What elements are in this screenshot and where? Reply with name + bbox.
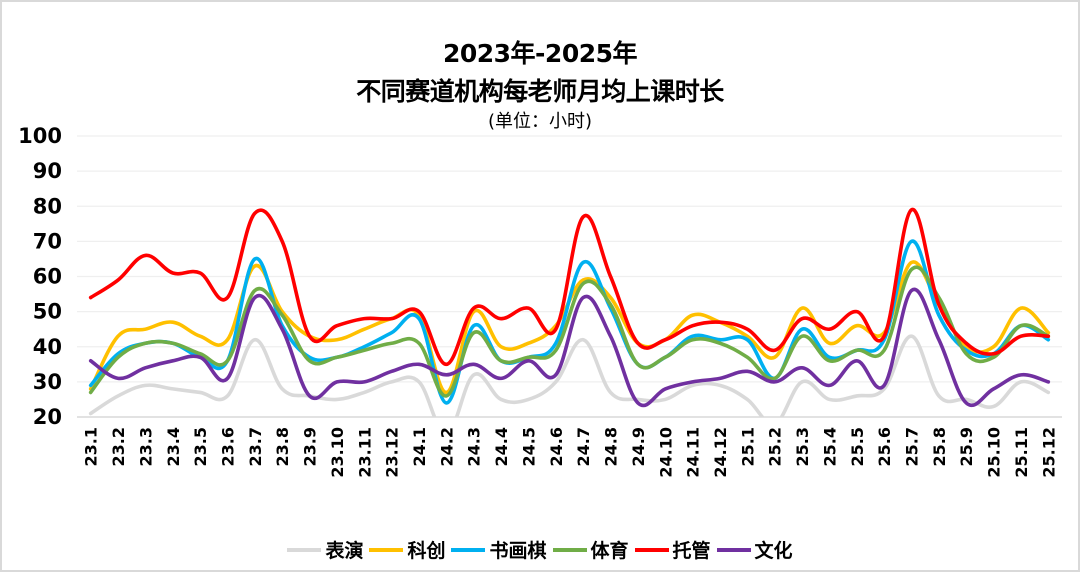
x-tick-label: 24.8 <box>602 427 621 466</box>
x-tick-label: 25.8 <box>930 427 949 466</box>
x-tick-label: 23.8 <box>273 427 292 466</box>
x-tick-label: 23.4 <box>164 427 183 466</box>
y-tick-label: 100 <box>18 124 62 148</box>
y-axis-ticks: 20 30 40 50 60 70 80 90 100 <box>18 124 62 429</box>
y-tick-label: 50 <box>33 300 62 324</box>
x-tick-label: 24.11 <box>684 427 703 478</box>
legend-swatch-icon <box>451 547 486 552</box>
legend-label: 书画棋 <box>489 540 547 562</box>
series-lines <box>88 207 1051 417</box>
x-tick-label: 24.5 <box>519 427 538 466</box>
x-tick-label: 23.1 <box>82 427 101 466</box>
x-tick-label: 25.2 <box>766 427 785 466</box>
x-tick-label: 23.7 <box>246 427 265 466</box>
x-tick-label: 25.4 <box>820 427 839 466</box>
x-tick-label: 24.6 <box>547 427 566 466</box>
x-tick-label: 23.9 <box>301 427 320 466</box>
x-tick-label: 24.7 <box>574 427 593 466</box>
legend-item: 体育 <box>552 536 629 563</box>
x-tick-label: 24.4 <box>492 427 511 466</box>
y-tick-label: 70 <box>33 229 62 253</box>
legend-item: 表演 <box>287 536 363 563</box>
x-tick-label: 23.11 <box>355 427 374 478</box>
legend-swatch-icon <box>369 547 404 552</box>
y-tick-label: 60 <box>33 265 62 289</box>
x-tick-label: 23.2 <box>109 427 128 466</box>
x-tick-label: 24.12 <box>711 427 730 478</box>
legend-swatch-icon <box>634 547 669 552</box>
x-tick-label: 23.6 <box>218 427 237 466</box>
legend-label: 科创 <box>407 540 446 562</box>
y-tick-label: 20 <box>33 405 62 429</box>
chart-legend: 表演 科创 书画棋 体育 托管 文化 <box>0 536 1080 563</box>
x-tick-label: 23.10 <box>328 427 347 478</box>
x-tick-label: 25.11 <box>1012 427 1031 478</box>
legend-label: 表演 <box>325 540 364 562</box>
x-tick-label: 25.10 <box>985 427 1004 478</box>
series-line <box>88 334 1051 417</box>
legend-item: 科创 <box>369 536 445 563</box>
legend-swatch-icon <box>552 547 587 552</box>
x-tick-label: 23.3 <box>136 427 155 466</box>
x-tick-label: 25.5 <box>848 427 867 466</box>
legend-item: 托管 <box>634 536 711 563</box>
chart-title-line2: 不同赛道机构每老师月均上课时长 <box>356 77 724 106</box>
x-tick-label: 24.3 <box>465 427 484 466</box>
x-axis-ticks: 23.1 23.2 23.3 23.4 23.5 23.6 23.7 23.8 23.9 23.1… <box>82 427 1059 478</box>
y-tick-label: 40 <box>33 335 62 359</box>
legend-item: 书画棋 <box>451 536 547 563</box>
x-tick-label: 24.2 <box>437 427 456 466</box>
series-line <box>88 265 1051 398</box>
x-tick-label: 25.9 <box>957 427 976 466</box>
x-tick-label: 23.5 <box>191 427 210 466</box>
x-tick-label: 25.3 <box>793 427 812 466</box>
legend-label: 文化 <box>754 540 793 562</box>
legend-item: 文化 <box>716 536 793 563</box>
x-tick-label: 23.12 <box>383 427 402 478</box>
chart-title-line1: 2023年-2025年 <box>442 39 638 68</box>
x-tick-label: 25.6 <box>875 427 894 466</box>
legend-swatch-icon <box>716 547 751 552</box>
y-tick-label: 30 <box>33 370 62 394</box>
x-tick-label: 25.7 <box>903 427 922 466</box>
x-tick-label: 25.1 <box>738 427 757 466</box>
legend-label: 托管 <box>672 540 711 562</box>
y-tick-label: 90 <box>33 159 62 183</box>
series-line <box>88 287 1051 408</box>
legend-label: 体育 <box>590 540 629 562</box>
x-tick-label: 25.12 <box>1039 427 1058 478</box>
x-tick-label: 24.1 <box>410 427 429 466</box>
chart-unit-subtitle: (单位：小时) <box>487 111 593 132</box>
y-tick-label: 80 <box>33 194 62 218</box>
series-line <box>88 207 1051 367</box>
x-tick-label: 24.9 <box>629 427 648 466</box>
legend-swatch-icon <box>287 547 322 552</box>
x-tick-label: 24.10 <box>656 427 675 478</box>
